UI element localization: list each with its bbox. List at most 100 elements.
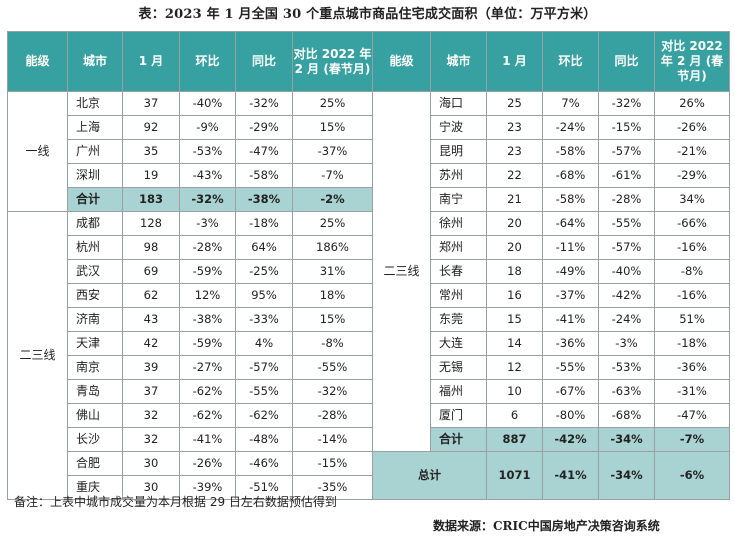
footnote: 备注：上表中城市成交量为本月根据 29 日左右数据预估得到: [14, 495, 337, 509]
value-cell: -15%: [292, 451, 373, 476]
value-cell: 23: [486, 139, 543, 164]
city-cell: 郑州: [430, 235, 487, 260]
value-cell: -51%: [235, 475, 293, 500]
city-cell: 佛山: [67, 403, 123, 428]
value-cell: 32: [122, 427, 180, 452]
value-cell: 30: [122, 475, 180, 500]
value-cell: 39: [122, 355, 180, 380]
value-cell: 98: [122, 235, 180, 260]
value-cell: -38%: [235, 187, 293, 212]
value-cell: -32%: [598, 91, 655, 116]
value-cell: -26%: [179, 451, 236, 476]
value-cell: -55%: [292, 355, 373, 380]
value-cell: 4%: [235, 331, 293, 356]
table-row: 上海 92 -9% -29% 15% 宁波 23 -24% -15% -26%: [8, 115, 730, 140]
header-tier: 能级: [7, 31, 68, 92]
value-cell: -47%: [654, 403, 730, 428]
value-cell: -15%: [598, 115, 655, 140]
data-table: 能级 城市 1 月 环比 同比 对比 2022 年 2 月 (春节月) 能级 城…: [7, 31, 730, 500]
city-cell: 上海: [67, 115, 123, 140]
grand-total-value: -6%: [654, 451, 730, 500]
value-cell: 34%: [654, 187, 730, 212]
value-cell: 95%: [235, 283, 293, 308]
table-row: 一线 北京 37 -40% -32% 25% 二三线 海口 25 7% -32% 26%: [7, 91, 730, 452]
city-cell: 大连: [430, 331, 487, 356]
value-cell: -43%: [179, 163, 236, 188]
value-cell: 14: [486, 331, 543, 356]
city-cell: 重庆: [67, 475, 123, 500]
grand-total-value: -34%: [598, 451, 655, 500]
value-cell: 25: [486, 91, 543, 116]
subtotal-label: 合计: [67, 187, 123, 212]
value-cell: -62%: [179, 403, 236, 428]
city-cell: 昆明: [430, 139, 487, 164]
value-cell: -31%: [654, 379, 730, 404]
value-cell: 30: [122, 451, 180, 476]
table-row: 合计 183 -32% -38% -2% 南宁 21 -58% -28% 34%: [8, 187, 730, 212]
value-cell: 42: [122, 331, 180, 356]
value-cell: -3%: [179, 211, 236, 236]
value-cell: -28%: [292, 403, 373, 428]
value-cell: -61%: [598, 163, 655, 188]
value-cell: -21%: [654, 139, 730, 164]
table-row: 杭州 98 -28% 64% 186% 郑州 20 -11% -57% -16%: [8, 235, 730, 260]
city-cell: 成都: [67, 211, 123, 236]
value-cell: -42%: [598, 283, 655, 308]
value-cell: -29%: [235, 115, 293, 140]
value-cell: -28%: [598, 187, 655, 212]
header-month: 1 月: [122, 31, 180, 92]
value-cell: -58%: [542, 187, 599, 212]
value-cell: 10: [486, 379, 543, 404]
header-city: 城市: [67, 31, 123, 92]
data-source: 数据来源：CRIC中国房地产决策咨询系统: [433, 519, 660, 533]
value-cell: -24%: [542, 115, 599, 140]
value-cell: -68%: [542, 163, 599, 188]
city-cell: 深圳: [67, 163, 123, 188]
value-cell: 16: [486, 283, 543, 308]
value-cell: -29%: [654, 163, 730, 188]
value-cell: 43: [122, 307, 180, 332]
value-cell: -63%: [598, 379, 655, 404]
table-row: 长沙 32 -41% -48% -14% 合计 887 -42% -34% -7%: [8, 427, 730, 452]
header-yoy: 同比: [598, 31, 655, 92]
city-cell: 苏州: [430, 163, 487, 188]
value-cell: -42%: [542, 427, 599, 452]
city-cell: 合肥: [67, 451, 123, 476]
value-cell: 62: [122, 283, 180, 308]
value-cell: -41%: [542, 307, 599, 332]
value-cell: 22: [486, 163, 543, 188]
value-cell: -34%: [598, 427, 655, 452]
value-cell: -2%: [292, 187, 373, 212]
value-cell: 64%: [235, 235, 293, 260]
value-cell: -80%: [542, 403, 599, 428]
value-cell: -64%: [542, 211, 599, 236]
city-cell: 广州: [67, 139, 123, 164]
value-cell: -66%: [654, 211, 730, 236]
header-mom: 环比: [179, 31, 236, 92]
city-cell: 海口: [430, 91, 487, 116]
value-cell: -55%: [542, 355, 599, 380]
value-cell: 31%: [292, 259, 373, 284]
value-cell: -67%: [542, 379, 599, 404]
value-cell: 887: [486, 427, 543, 452]
header-row: 能级 城市 1 月 环比 同比 对比 2022 年 2 月 (春节月) 能级 城…: [7, 31, 730, 92]
city-cell: 厦门: [430, 403, 487, 428]
value-cell: -58%: [235, 163, 293, 188]
value-cell: -59%: [179, 331, 236, 356]
value-cell: -24%: [598, 307, 655, 332]
table-row: 重庆 30 -39% -51% -35%: [8, 475, 730, 500]
value-cell: -40%: [179, 91, 236, 116]
value-cell: 23: [486, 115, 543, 140]
value-cell: 69: [122, 259, 180, 284]
header-month: 1 月: [486, 31, 543, 92]
tier-label: 一线: [7, 91, 68, 212]
city-cell: 无锡: [430, 355, 487, 380]
header-vs-2022-feb: 对比 2022 年 2 月 (春节月): [292, 31, 373, 92]
value-cell: -46%: [235, 451, 293, 476]
table-row: 二三线 成都 128 -3% -18% 25% 徐州 20 -64% -55% -66%: [7, 211, 730, 500]
value-cell: -57%: [598, 139, 655, 164]
value-cell: -55%: [598, 211, 655, 236]
value-cell: -58%: [542, 139, 599, 164]
header-city: 城市: [430, 31, 487, 92]
value-cell: -26%: [654, 115, 730, 140]
